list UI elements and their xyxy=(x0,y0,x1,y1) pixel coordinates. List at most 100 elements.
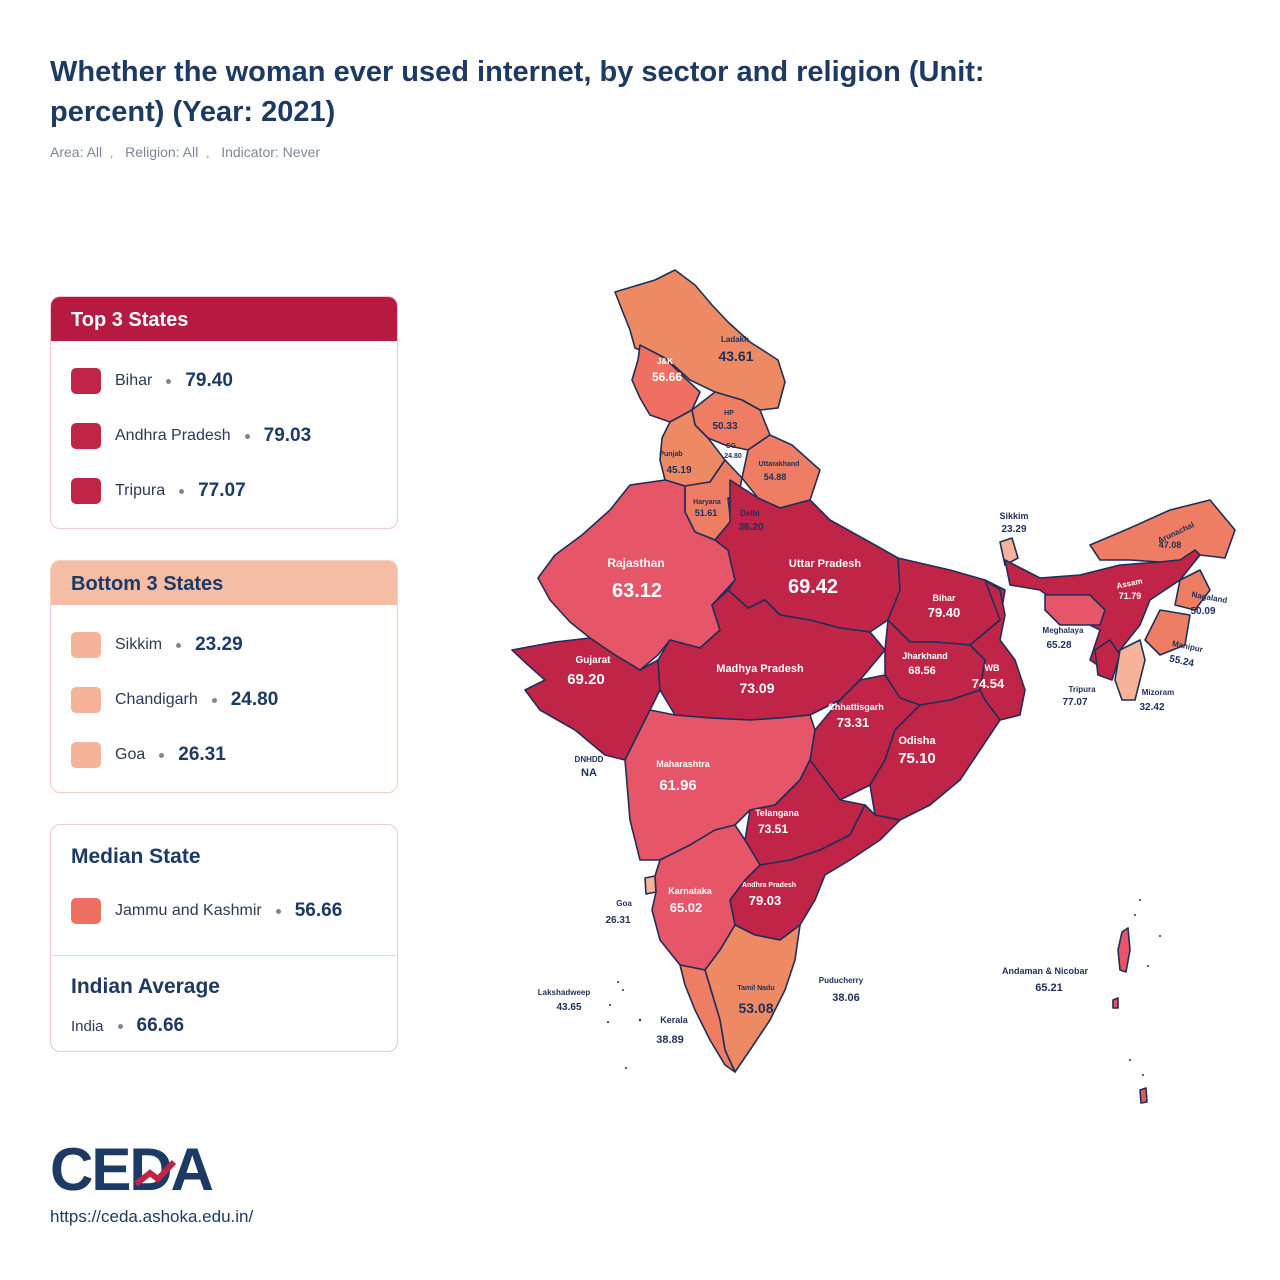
bullet-dot xyxy=(275,908,281,914)
bottom3-row: Sikkim 23.29 xyxy=(71,631,243,659)
label-tripura-name: Tripura xyxy=(1068,685,1096,694)
label-chhattisgarh-value: 73.31 xyxy=(837,715,870,730)
region-tripura xyxy=(1094,639,1121,681)
divider xyxy=(51,955,397,956)
bullet-dot xyxy=(179,488,185,494)
country-value: 66.66 xyxy=(136,1015,185,1036)
label-lakshadweep-name: Lakshadweep xyxy=(538,988,591,997)
label-manipur-value: 55.24 xyxy=(1168,654,1195,670)
label-ladakh-name: Ladakh xyxy=(721,335,749,344)
region-mizoram xyxy=(1114,639,1146,701)
label-odisha-name: Odisha xyxy=(898,735,936,747)
region-nagaland xyxy=(1174,569,1211,611)
label-karnataka-value: 65.02 xyxy=(670,900,703,915)
state-value: 79.03 xyxy=(263,425,312,446)
label-ladakh-value: 43.61 xyxy=(718,348,753,364)
ceda-logo-text: CEDA xyxy=(50,1140,213,1196)
label-puducherry-value: 38.06 xyxy=(832,992,860,1004)
label-wb-name: WB xyxy=(985,663,1000,673)
label-uttarakhand-name: Uttarakhand xyxy=(759,461,800,468)
legend-swatch xyxy=(71,632,101,658)
legend-swatch xyxy=(71,478,101,504)
label-kerala-name: Kerala xyxy=(660,1015,689,1025)
chart-title: Whether the woman ever used internet, by… xyxy=(50,56,985,128)
region-sikkim xyxy=(999,537,1019,566)
state-name: Andhra Pradesh xyxy=(115,427,231,444)
state-value: 24.80 xyxy=(230,689,279,710)
trend-arrow-icon xyxy=(134,1159,177,1187)
top3-row: Bihar 79.40 xyxy=(71,367,233,395)
bottom3-title: Bottom 3 States xyxy=(51,561,397,605)
label-mp-value: 73.09 xyxy=(739,680,774,696)
label-mizoram-name: Mizoram xyxy=(1142,688,1174,697)
label-haryana-name: Haryana xyxy=(693,499,721,506)
region-arunachal xyxy=(1089,499,1236,563)
label-rajasthan-name: Rajasthan xyxy=(607,556,664,570)
median-row: Jammu and Kashmir 56.66 xyxy=(71,897,342,925)
label-uttarakhand-value: 54.88 xyxy=(764,472,787,482)
average-row: India 66.66 xyxy=(71,1012,184,1040)
state-value: 23.29 xyxy=(195,634,243,655)
filter-religion[interactable]: Religion: All xyxy=(125,144,199,160)
state-value: 26.31 xyxy=(178,744,226,765)
bullet-dot xyxy=(176,642,182,648)
label-rajasthan-value: 63.12 xyxy=(612,580,662,602)
label-dnhdd-value: NA xyxy=(581,767,597,779)
average-title: Indian Average xyxy=(71,975,220,998)
median-title: Median State xyxy=(71,845,201,868)
label-odisha-value: 75.10 xyxy=(898,750,936,767)
region-goa xyxy=(644,875,657,895)
label-punjab-value: 45.19 xyxy=(666,465,691,476)
label-jk-value: 56.66 xyxy=(652,370,682,384)
label-delhi-name: Delhi xyxy=(740,509,760,518)
label-assam-value: 71.79 xyxy=(1119,591,1142,601)
filter-area[interactable]: Area: All xyxy=(50,144,103,160)
legend-swatch xyxy=(71,423,101,449)
label-goa-name: Goa xyxy=(616,899,632,908)
label-wb-value: 74.54 xyxy=(972,676,1005,691)
label-tamilnadu-name: Tamil Nadu xyxy=(737,985,774,992)
region-meghalaya xyxy=(1044,594,1106,626)
label-maharashtra-value: 61.96 xyxy=(659,777,697,794)
state-value: 77.07 xyxy=(198,480,246,501)
bottom3-row: Chandigarh 24.80 xyxy=(71,686,278,714)
label-dnhdd-name: DNHDD xyxy=(575,755,604,764)
filter-indicator[interactable]: Indicator: Never xyxy=(221,144,321,160)
top3-row: Tripura 77.07 xyxy=(71,477,246,505)
bullet-dot xyxy=(159,752,165,758)
state-name: Goa xyxy=(115,746,146,763)
region-nicobar xyxy=(1112,997,1148,1104)
label-lakshadweep-value: 43.65 xyxy=(556,1002,581,1013)
label-mp-name: Madhya Pradesh xyxy=(716,663,804,675)
label-sikkim-name: Sikkim xyxy=(999,511,1028,521)
legend-swatch xyxy=(71,368,101,394)
label-jk-name: J&K xyxy=(657,357,673,366)
bottom3-card: Bottom 3 States Sikkim 23.29 Chandigarh … xyxy=(50,560,398,793)
state-name: Sikkim xyxy=(115,636,163,653)
legend-swatch xyxy=(71,742,101,768)
label-cg-name: CG xyxy=(726,443,737,450)
label-hp-name: HP xyxy=(724,410,734,417)
island-dots xyxy=(607,899,1161,1076)
label-gujarat-value: 69.20 xyxy=(567,671,605,688)
label-tamilnadu-value: 53.08 xyxy=(738,1000,773,1016)
median-average-card: Median State Jammu and Kashmir 56.66 Ind… xyxy=(50,824,398,1052)
region-ladakh xyxy=(614,269,786,411)
country-name: India xyxy=(71,1017,104,1035)
region-manipur xyxy=(1144,609,1191,656)
top3-row: Andhra Pradesh 79.03 xyxy=(71,422,311,450)
state-name: Bihar xyxy=(115,372,153,389)
label-ap-name: Andhra Pradesh xyxy=(742,882,796,889)
top3-title: Top 3 States xyxy=(51,297,397,341)
label-telangana-value: 73.51 xyxy=(758,822,788,836)
label-andaman-value: 65.21 xyxy=(1035,982,1063,994)
label-hp-value: 50.33 xyxy=(712,421,737,432)
state-name: Jammu and Kashmir xyxy=(115,902,262,919)
label-jharkhand-name: Jharkhand xyxy=(902,651,948,661)
label-puducherry-name: Puducherry xyxy=(819,976,864,985)
label-delhi-value: 36.20 xyxy=(738,522,763,533)
label-nagaland-value: 50.09 xyxy=(1190,606,1215,617)
region-kerala xyxy=(679,964,736,1073)
ceda-logo[interactable]: CEDA xyxy=(50,1140,240,1196)
website-link[interactable]: https://ceda.ashoka.edu.in/ xyxy=(50,1207,254,1226)
